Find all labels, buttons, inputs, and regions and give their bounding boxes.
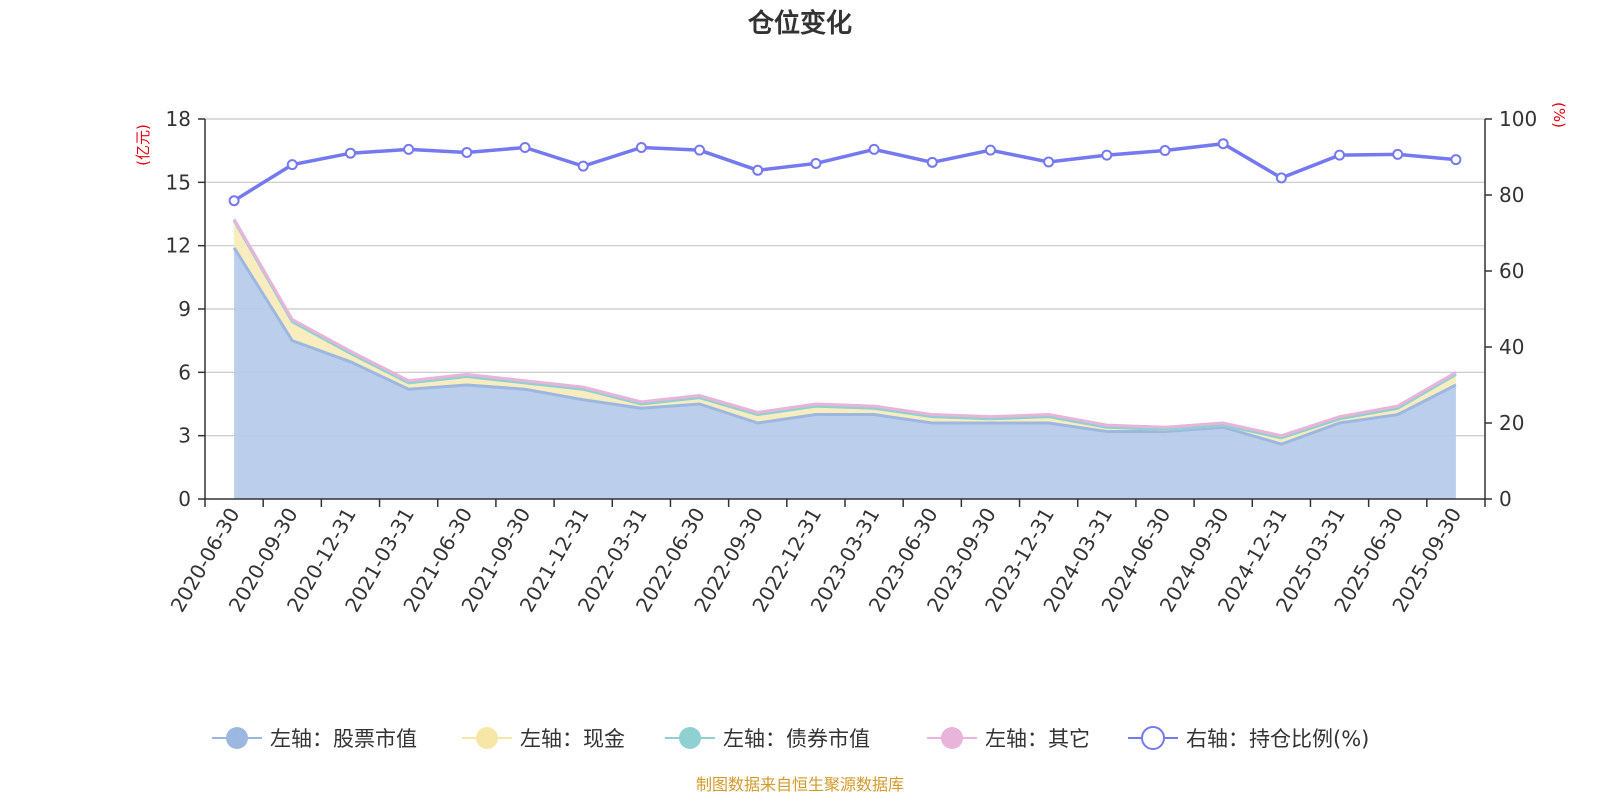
left-tick-label: 0 [178,487,191,511]
right-tick-label: 100 [1499,107,1537,131]
holding-ratio-point [286,159,298,171]
holding-ratio-point [344,147,356,159]
right-tick-label: 40 [1499,335,1524,359]
holding-ratio-point [1043,156,1055,168]
legend-label: 左轴：其它 [985,727,1090,751]
right-tick-label: 60 [1499,259,1524,283]
left-tick-label: 12 [166,234,191,258]
holding-ratio-point [694,144,706,156]
left-axis-unit: (亿元) [134,124,152,166]
holding-ratio-point [926,156,938,168]
holding-ratio-point [1159,145,1171,157]
right-tick-label: 80 [1499,183,1524,207]
left-tick-label: 18 [166,107,191,131]
chart-title: 仓位变化 [747,8,852,39]
holding-ratio-point [519,142,531,153]
line-左轴：其它 [232,218,1457,438]
line-左轴：债券市值 [232,219,1457,440]
legend-marker [1141,726,1165,750]
left-tick-label: 9 [178,297,191,321]
right-tick-label: 0 [1499,487,1512,511]
holding-ratio-point [1392,148,1404,160]
holding-ratio-point [635,142,647,153]
holding-ratio-point [1217,138,1229,150]
legend: 左轴：股票市值 左轴：现金 左轴：债券市值 左轴：其它 右轴：持仓比例(%) [212,726,1369,751]
holding-ratio-point [1450,154,1462,166]
legend-label: 左轴：现金 [520,727,625,751]
holding-ratio-point [1275,172,1287,184]
left-tick-label: 3 [178,424,191,448]
legend-marker [679,727,701,749]
holding-ratio-point [752,164,764,176]
holding-ratio-point [403,143,415,155]
area-左轴：现金 [234,220,1456,445]
series-lines [228,138,1462,446]
holding-ratio-point [810,157,822,169]
data-source-note: 制图数据来自恒生聚源数据库 [696,775,904,794]
legend-marker [226,727,248,749]
left-tick-label: 15 [166,170,191,194]
holding-ratio-point [984,144,996,156]
legend-marker [476,727,498,749]
right-tick-label: 20 [1499,411,1524,435]
legend-label: 左轴：股票市值 [270,727,417,751]
left-tick-label: 6 [178,360,191,384]
holding-ratio-point [228,195,240,207]
legend-marker [941,727,963,749]
legend-label: 左轴：债券市值 [723,727,870,751]
line-holding-ratio [233,141,1457,203]
right-axis-unit: (%) [1550,102,1568,128]
holding-ratio-point [1334,149,1346,161]
legend-label: 右轴：持仓比例(%) [1186,727,1369,751]
holding-ratio-point [461,146,473,158]
line-左轴：股票市值 [232,246,1457,446]
holding-ratio-point [577,160,589,172]
stacked-areas [234,219,1456,499]
holding-ratio-point [1101,149,1113,161]
area-左轴：股票市值 [234,247,1456,499]
holding-ratio-point [868,143,880,155]
